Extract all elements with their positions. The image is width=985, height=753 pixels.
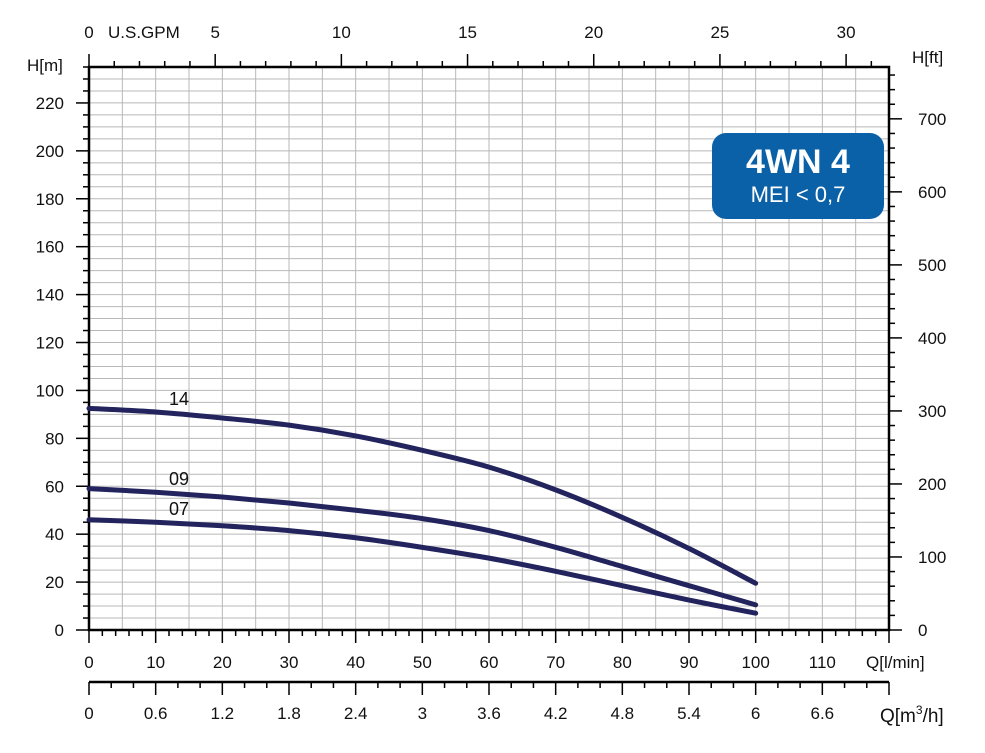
bottom2-tick-label: 4.2 xyxy=(544,704,568,723)
top-tick-label: 30 xyxy=(837,23,856,42)
top-axis-label: U.S.GPM xyxy=(108,23,180,42)
left-tick-label: 180 xyxy=(36,190,64,209)
right-tick-label: 700 xyxy=(918,110,946,129)
left-tick-label: 160 xyxy=(36,238,64,257)
bottom-tick-label: 90 xyxy=(680,653,699,672)
bottom-tick-label: 60 xyxy=(480,653,499,672)
bottom-tick-label: 20 xyxy=(213,653,232,672)
top-tick-label: 0 xyxy=(84,23,93,42)
right-tick-label: 300 xyxy=(918,402,946,421)
bottom2-tick-label: 3.6 xyxy=(477,704,501,723)
right-tick-label: 0 xyxy=(918,621,927,640)
bottom2-tick-label: 0 xyxy=(84,704,93,723)
curve-14 xyxy=(86,405,759,586)
left-tick-label: 20 xyxy=(45,573,64,592)
top-tick-label: 10 xyxy=(332,23,351,42)
bottom-tick-label: 50 xyxy=(413,653,432,672)
bottom-axis-2-label-end: /h] xyxy=(923,706,944,727)
top-tick-label: 20 xyxy=(584,23,603,42)
right-tick-label: 100 xyxy=(918,548,946,567)
bottom-tick-label: 10 xyxy=(146,653,165,672)
bottom2-tick-label: 0.6 xyxy=(144,704,168,723)
model-badge: 4WN 4 MEI < 0,7 xyxy=(712,133,884,219)
curve-label-14: 14 xyxy=(169,389,189,409)
left-tick-label: 140 xyxy=(36,286,64,305)
bottom2-tick-label: 1.2 xyxy=(211,704,235,723)
top-tick-label: 25 xyxy=(710,23,729,42)
bottom-axis-2-label: Q[m3/h] xyxy=(880,703,944,727)
right-tick-label: 500 xyxy=(918,256,946,275)
right-axis-label: H[ft] xyxy=(912,48,943,67)
left-axis-label: H[m] xyxy=(27,56,63,75)
left-tick-label: 40 xyxy=(45,525,64,544)
top-tick-label: 15 xyxy=(458,23,477,42)
curve-label-07: 07 xyxy=(169,499,189,519)
bottom-axis-label: Q[l/min] xyxy=(866,653,925,672)
right-tick-label: 200 xyxy=(918,475,946,494)
bottom-tick-label: 30 xyxy=(280,653,299,672)
left-tick-label: 120 xyxy=(36,334,64,353)
curve-07 xyxy=(86,517,759,616)
bottom-tick-label: 0 xyxy=(84,653,93,672)
curve-09 xyxy=(86,486,759,608)
curve-label-09: 09 xyxy=(169,469,189,489)
bottom-tick-label: 80 xyxy=(613,653,632,672)
bottom-tick-label: 70 xyxy=(546,653,565,672)
left-tick-label: 0 xyxy=(55,621,64,640)
bottom2-tick-label: 5.4 xyxy=(677,704,701,723)
left-tick-label: 220 xyxy=(36,94,64,113)
top-tick-label: 5 xyxy=(210,23,219,42)
chart-title: 4WN 4 xyxy=(746,143,850,181)
bottom-tick-label: 100 xyxy=(741,653,769,672)
left-tick-label: 100 xyxy=(36,381,64,400)
bottom2-tick-label: 1.8 xyxy=(277,704,301,723)
left-tick-label: 60 xyxy=(45,477,64,496)
bottom2-tick-label: 6 xyxy=(751,704,760,723)
axis-ticks xyxy=(76,54,902,695)
bottom2-tick-label: 4.8 xyxy=(611,704,635,723)
bottom-tick-label: 110 xyxy=(809,653,836,672)
bottom2-tick-label: 3 xyxy=(418,704,427,723)
left-tick-label: 200 xyxy=(36,142,64,161)
bottom-axis-2-label-main: Q[m xyxy=(880,706,916,727)
right-tick-label: 400 xyxy=(918,329,946,348)
chart-subtitle: MEI < 0,7 xyxy=(750,182,846,207)
bottom2-tick-label: 2.4 xyxy=(344,704,368,723)
bottom-axis-2-label-sup: 3 xyxy=(916,703,923,717)
left-tick-label: 80 xyxy=(45,429,64,448)
bottom-tick-label: 40 xyxy=(346,653,365,672)
right-tick-label: 600 xyxy=(918,183,946,202)
bottom2-tick-label: 6.6 xyxy=(811,704,835,723)
